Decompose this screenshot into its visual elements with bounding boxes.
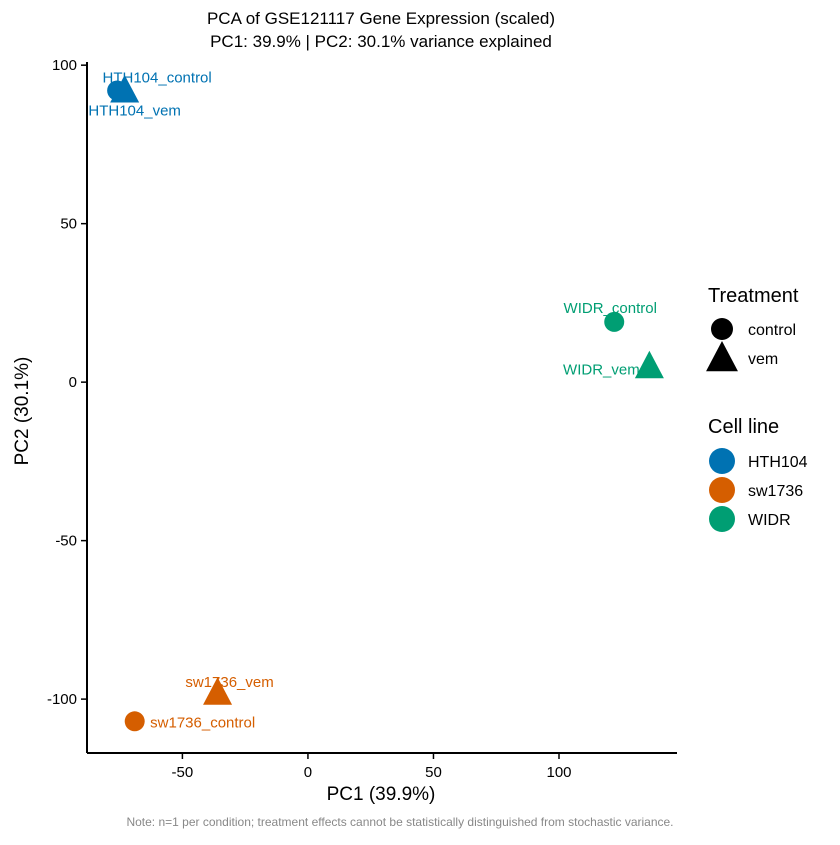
point-label-sw1736-vem: sw1736_vem <box>185 674 273 691</box>
legend-label-widr: WIDR <box>748 512 791 529</box>
legend-cell-line-title: Cell line <box>708 416 779 438</box>
legend-treatment-title: Treatment <box>708 285 799 307</box>
plot-axes: -50 0 50 100 -100 -50 0 50 100 <box>47 57 677 781</box>
y-tick-label: 0 <box>69 374 77 391</box>
legend-key-vem <box>706 340 738 372</box>
y-tick-label: 100 <box>52 57 77 74</box>
legend: Treatment control vem Cell line HTH104 sw1736… <box>706 285 808 532</box>
point-labels: HTH104_control HTH104_vem WIDR_control WIDR… <box>88 70 657 732</box>
x-tick-label: 50 <box>425 764 442 781</box>
y-tick-label: -100 <box>47 691 77 708</box>
chart-title: PCA of GSE121117 Gene Expression (scaled… <box>207 9 555 28</box>
point-label-widr-vem: WIDR_vem <box>563 361 640 378</box>
legend-key-sw1736 <box>709 477 735 503</box>
footnote: Note: n=1 per condition; treatment effec… <box>126 815 673 829</box>
legend-label-hth104: HTH104 <box>748 454 808 471</box>
chart-subtitle: PC1: 39.9% | PC2: 30.1% variance explain… <box>210 32 552 51</box>
y-tick-label: -50 <box>55 533 77 550</box>
data-point-sw1736-control <box>124 711 145 732</box>
legend-label-control: control <box>748 322 796 339</box>
x-tick-label: 0 <box>304 764 312 781</box>
x-tick-label: -50 <box>172 764 194 781</box>
y-tick-label: 50 <box>60 216 77 233</box>
legend-label-vem: vem <box>748 351 778 368</box>
point-label-hth104-control: HTH104_control <box>103 70 212 87</box>
data-point-widr-control <box>604 311 625 332</box>
point-label-sw1736-control: sw1736_control <box>150 714 255 731</box>
point-label-widr-control: WIDR_control <box>564 300 657 317</box>
plot-marks <box>107 75 664 732</box>
x-tick-label: 100 <box>546 764 571 781</box>
legend-key-widr <box>709 506 735 532</box>
data-point-sw1736-vem <box>203 677 233 705</box>
legend-key-hth104 <box>709 448 735 474</box>
data-point-hth104-vem <box>110 75 140 103</box>
legend-key-control <box>711 318 733 340</box>
y-axis-title: PC2 (30.1%) <box>12 357 33 466</box>
data-point-widr-vem <box>634 350 664 379</box>
legend-label-sw1736: sw1736 <box>748 483 803 500</box>
point-label-hth104-vem: HTH104_vem <box>88 103 181 120</box>
x-axis-title: PC1 (39.9%) <box>327 784 436 805</box>
